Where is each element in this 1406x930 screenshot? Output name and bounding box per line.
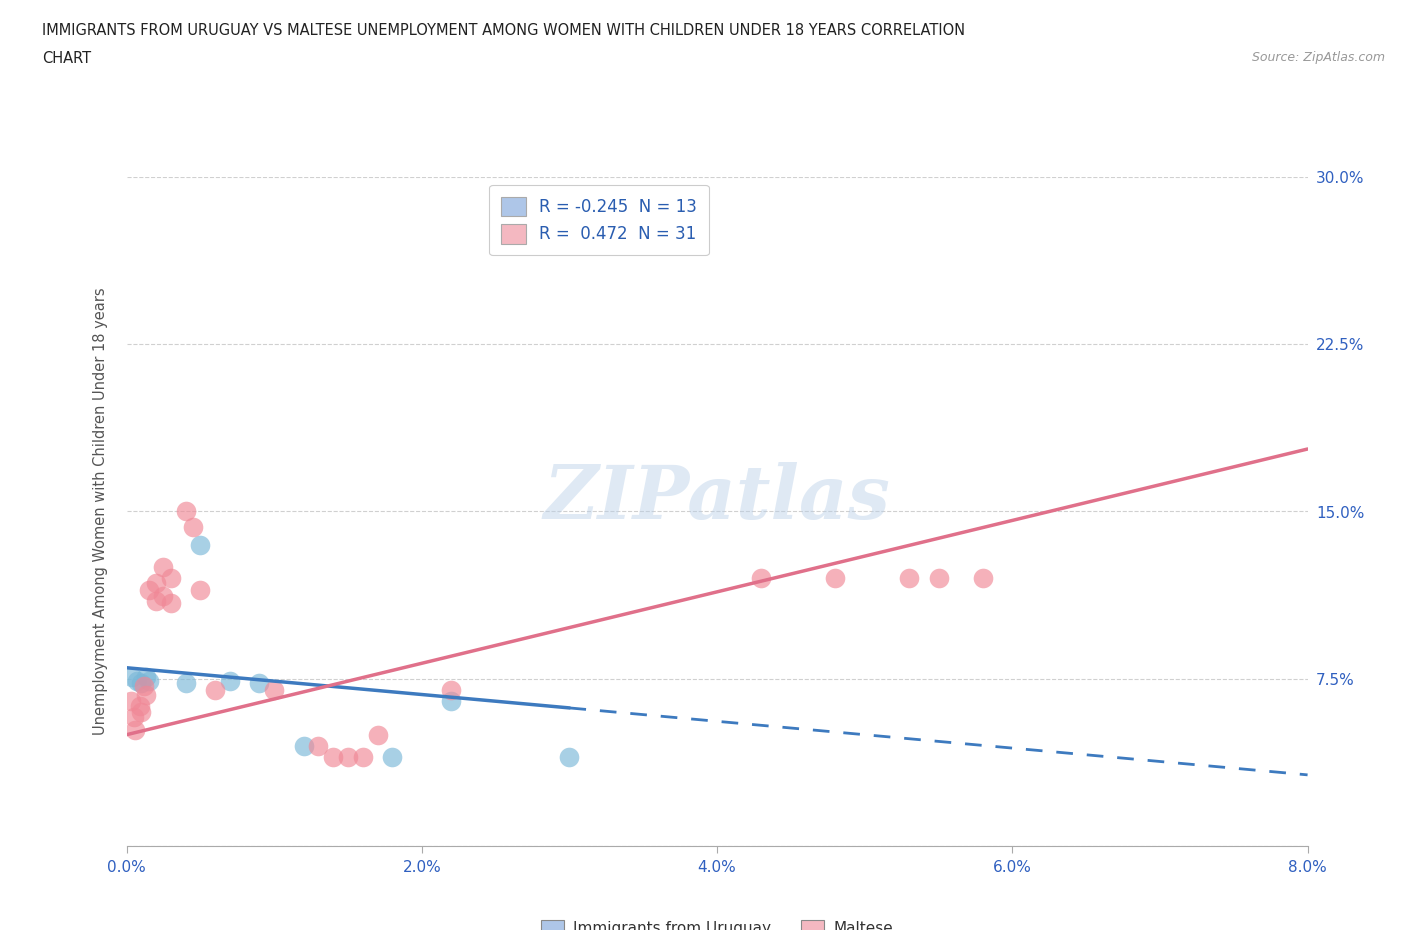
Point — [440, 694, 463, 709]
Point — [135, 687, 157, 702]
Point — [263, 683, 285, 698]
Point — [972, 571, 994, 586]
Point — [337, 750, 360, 764]
Point — [322, 750, 344, 764]
Point — [134, 678, 156, 693]
Point — [188, 582, 211, 597]
Point — [174, 504, 197, 519]
Point — [247, 676, 270, 691]
Point — [440, 683, 463, 698]
Point — [352, 750, 374, 764]
Point — [122, 710, 145, 724]
Point — [188, 538, 211, 552]
Point — [135, 670, 157, 684]
Point — [181, 520, 204, 535]
Point — [751, 571, 773, 586]
Point — [129, 705, 153, 720]
Point — [928, 571, 950, 586]
Point — [152, 589, 174, 604]
Point — [824, 571, 846, 586]
Point — [120, 694, 142, 709]
Point — [138, 582, 160, 597]
Text: CHART: CHART — [42, 51, 91, 66]
Point — [174, 676, 197, 691]
Point — [292, 738, 315, 753]
Text: ZIPatlas: ZIPatlas — [544, 462, 890, 535]
Point — [124, 723, 146, 737]
Point — [145, 593, 167, 608]
Point — [558, 750, 581, 764]
Point — [160, 595, 183, 610]
Point — [145, 576, 167, 591]
Point — [121, 670, 143, 684]
Point — [219, 673, 242, 688]
Point — [204, 683, 226, 698]
Point — [381, 750, 404, 764]
Point — [129, 676, 153, 691]
Point — [307, 738, 329, 753]
Point — [897, 571, 920, 586]
Text: IMMIGRANTS FROM URUGUAY VS MALTESE UNEMPLOYMENT AMONG WOMEN WITH CHILDREN UNDER : IMMIGRANTS FROM URUGUAY VS MALTESE UNEMP… — [42, 23, 966, 38]
Point — [152, 560, 174, 575]
Point — [160, 571, 183, 586]
Point — [366, 727, 388, 742]
Legend: Immigrants from Uruguay, Maltese: Immigrants from Uruguay, Maltese — [534, 914, 900, 930]
Point — [138, 673, 160, 688]
Point — [128, 698, 150, 713]
Point — [125, 673, 148, 688]
Point — [603, 236, 626, 251]
Y-axis label: Unemployment Among Women with Children Under 18 years: Unemployment Among Women with Children U… — [93, 287, 108, 736]
Text: Source: ZipAtlas.com: Source: ZipAtlas.com — [1251, 51, 1385, 64]
